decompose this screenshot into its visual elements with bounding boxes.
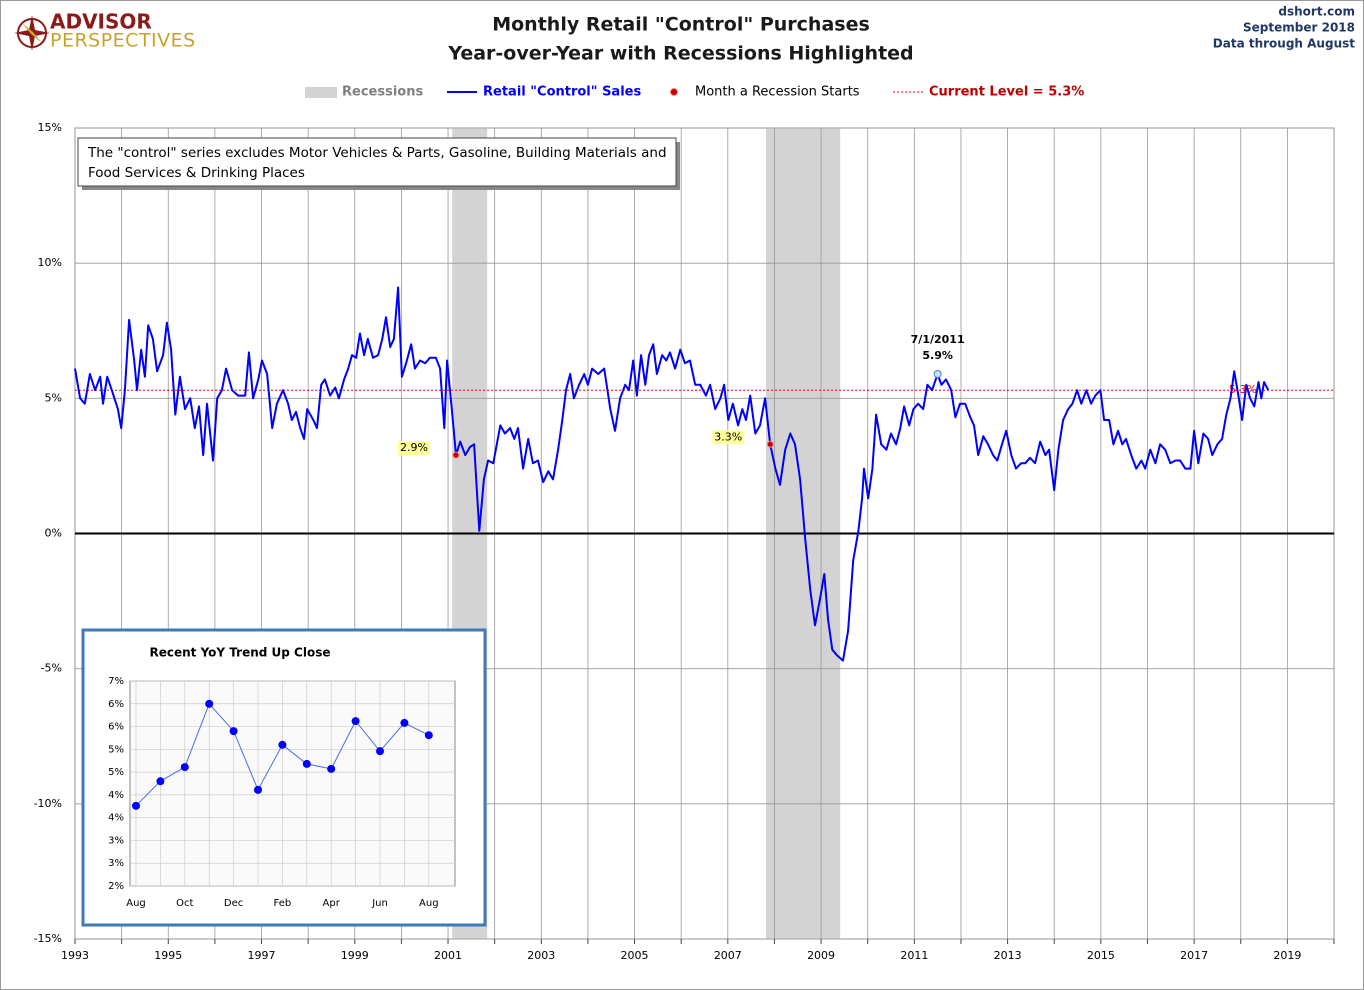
y-tick-label: 4% [108, 790, 124, 801]
x-tick-label: 2011 [900, 949, 928, 962]
note-text: The "control" series excludes Motor Vehi… [87, 145, 667, 161]
x-tick-label: 2017 [1180, 949, 1208, 962]
data-point [156, 777, 165, 786]
y-tick-label: 2% [108, 881, 124, 892]
x-tick-label: Aug [419, 898, 439, 909]
note-box [77, 137, 677, 187]
data-point [424, 731, 433, 740]
x-tick-label: 2013 [994, 949, 1022, 962]
x-tick-label: 1995 [154, 949, 182, 962]
data-point [132, 801, 140, 810]
data-point [229, 727, 238, 736]
chart-title: Monthly Retail "Control" Purchases [492, 14, 870, 36]
y-tick-label: 4% [108, 813, 124, 824]
data-point [351, 717, 360, 726]
y-tick-label: 6% [108, 699, 124, 710]
data-point [376, 747, 384, 756]
x-tick-label: 2015 [1087, 949, 1115, 962]
data-point [205, 699, 214, 708]
data-label: 2.9% [400, 441, 428, 454]
x-tick-label: Apr [323, 898, 341, 909]
peak-marker [933, 370, 942, 379]
annotation: 5.9% [922, 349, 953, 362]
series-line [74, 286, 1270, 662]
y-tick-label: -10% [34, 797, 62, 810]
data-label-bg [397, 441, 430, 456]
inset-plot [129, 680, 456, 887]
y-tick-label: -15% [34, 932, 62, 945]
data-label-bg [712, 430, 745, 445]
inset-title: Recent YoY Trend Up Close [150, 646, 331, 660]
annotation: 7/1/2011 [911, 333, 965, 346]
y-tick-label: -5% [41, 662, 62, 675]
legend-label: Month a Recession Starts [695, 85, 860, 100]
data-point [400, 718, 409, 727]
legend: Recessions Retail "Control" Sales Month … [305, 85, 1084, 100]
data-label: 3.3% [714, 430, 742, 443]
x-tick-label: 2005 [621, 949, 649, 962]
x-tick-label: Jun [371, 898, 388, 909]
x-tick-label: 2007 [714, 949, 742, 962]
recession-start-dot [766, 440, 774, 448]
y-tick-label: 5% [45, 391, 62, 404]
logo-text: PERSPECTIVES [50, 30, 196, 52]
y-tick-label: 3% [108, 835, 124, 846]
data-point [254, 785, 262, 794]
legend-label: Recessions [342, 85, 423, 100]
y-tick-label: 6% [108, 722, 124, 733]
y-tick-label: 5% [108, 744, 124, 755]
y-tick-label: 3% [108, 858, 124, 869]
y-tick-label: 10% [38, 256, 62, 269]
legend-swatch [670, 88, 678, 96]
x-tick-label: 2019 [1273, 949, 1301, 962]
logo-icon [14, 15, 50, 51]
legend-label: Current Level = 5.3% [929, 85, 1084, 100]
note-text: Food Services & Drinking Places [88, 165, 305, 181]
x-tick-label: 1993 [61, 949, 89, 962]
source: Data through August [1213, 37, 1355, 51]
x-tick-label: 1997 [248, 949, 276, 962]
data-point [180, 763, 189, 772]
x-tick-label: Aug [126, 898, 146, 909]
source: dshort.com [1278, 5, 1355, 19]
chart-title: Year-over-Year with Recessions Highlight… [447, 43, 913, 65]
y-tick-label: 7% [108, 676, 124, 687]
y-tick-label: 15% [38, 121, 62, 134]
data-point [302, 759, 311, 768]
x-tick-label: Dec [224, 898, 243, 909]
legend-label: Retail "Control" Sales [483, 85, 641, 100]
x-tick-label: 2003 [527, 949, 555, 962]
x-tick-label: Feb [274, 898, 292, 909]
data-point [327, 764, 336, 773]
x-tick-label: 2001 [434, 949, 462, 962]
recession-start-dot [452, 451, 460, 459]
data-point [278, 740, 287, 749]
x-tick-label: 2009 [807, 949, 835, 962]
legend-swatch [305, 87, 337, 98]
y-tick-label: 5% [108, 767, 124, 778]
y-tick-label: 0% [45, 527, 62, 540]
source: September 2018 [1243, 21, 1355, 35]
logo-text: ADVISOR [50, 10, 152, 34]
x-tick-label: Oct [176, 898, 193, 909]
x-tick-label: 1999 [341, 949, 369, 962]
